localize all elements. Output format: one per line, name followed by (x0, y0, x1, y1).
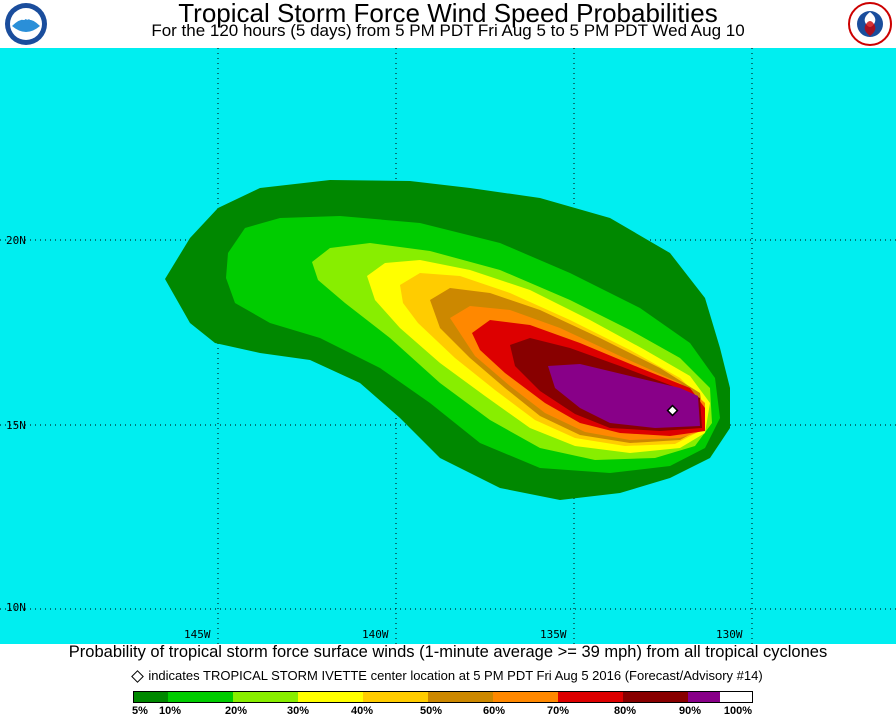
lon-label-145w: 145W (184, 628, 211, 641)
legend-swatch-70 (558, 692, 623, 702)
probability-legend (133, 691, 753, 703)
legend-label: 30% (286, 705, 310, 717)
legend-swatch-10 (168, 692, 233, 702)
legend-label: 20% (224, 705, 248, 717)
lon-label-130w: 130W (716, 628, 743, 641)
probability-map: 20N 15N 10N 145W 140W 135W 130W (0, 48, 896, 644)
lat-label-15n: 15N (6, 419, 26, 432)
legend-swatch-60 (493, 692, 558, 702)
lon-label-140w: 140W (362, 628, 389, 641)
legend-swatch-80 (623, 692, 688, 702)
legend-label: 100% (723, 705, 753, 717)
legend-swatch-40 (363, 692, 428, 702)
storm-note: indicates TROPICAL STORM IVETTE center l… (0, 668, 896, 683)
page-subtitle: For the 120 hours (5 days) from 5 PM PDT… (151, 21, 745, 40)
legend-swatch-20 (233, 692, 298, 702)
storm-note-text: indicates TROPICAL STORM IVETTE center l… (148, 668, 763, 683)
legend-swatch-5 (134, 692, 168, 702)
legend-swatch-90 (688, 692, 720, 702)
probability-contours (0, 48, 896, 644)
legend-label: 60% (482, 705, 506, 717)
legend-label: 40% (350, 705, 374, 717)
footer: Probability of tropical storm force surf… (0, 643, 896, 717)
map-caption: Probability of tropical storm force surf… (68, 643, 828, 661)
legend-label: 80% (613, 705, 637, 717)
lat-label-20n: 20N (6, 234, 26, 247)
legend-label: 5% (132, 705, 148, 717)
header: NOAA Tropical Storm Force Wind Speed Pro… (0, 0, 896, 48)
legend-swatch-50 (428, 692, 493, 702)
noaa-logo: NOAA (5, 3, 47, 45)
legend-label: 90% (678, 705, 702, 717)
noaa-logo-text: NOAA (16, 15, 37, 22)
page-title: Tropical Storm Force Wind Speed Probabil… (178, 0, 718, 28)
legend-labels: 5% 10% 20% 30% 40% 50% 60% 70% 80% 90% 1… (0, 705, 896, 717)
diamond-icon (131, 670, 145, 683)
lat-label-10n: 10N (6, 601, 26, 614)
legend-swatch-30 (298, 692, 363, 702)
storm-center-marker (666, 404, 679, 417)
lon-label-135w: 135W (540, 628, 567, 641)
nws-logo (848, 2, 892, 46)
legend-label: 70% (546, 705, 570, 717)
legend-label: 50% (419, 705, 443, 717)
storm-marker-layer (666, 404, 679, 417)
contour-90pct (548, 364, 700, 428)
legend-label: 10% (158, 705, 182, 717)
